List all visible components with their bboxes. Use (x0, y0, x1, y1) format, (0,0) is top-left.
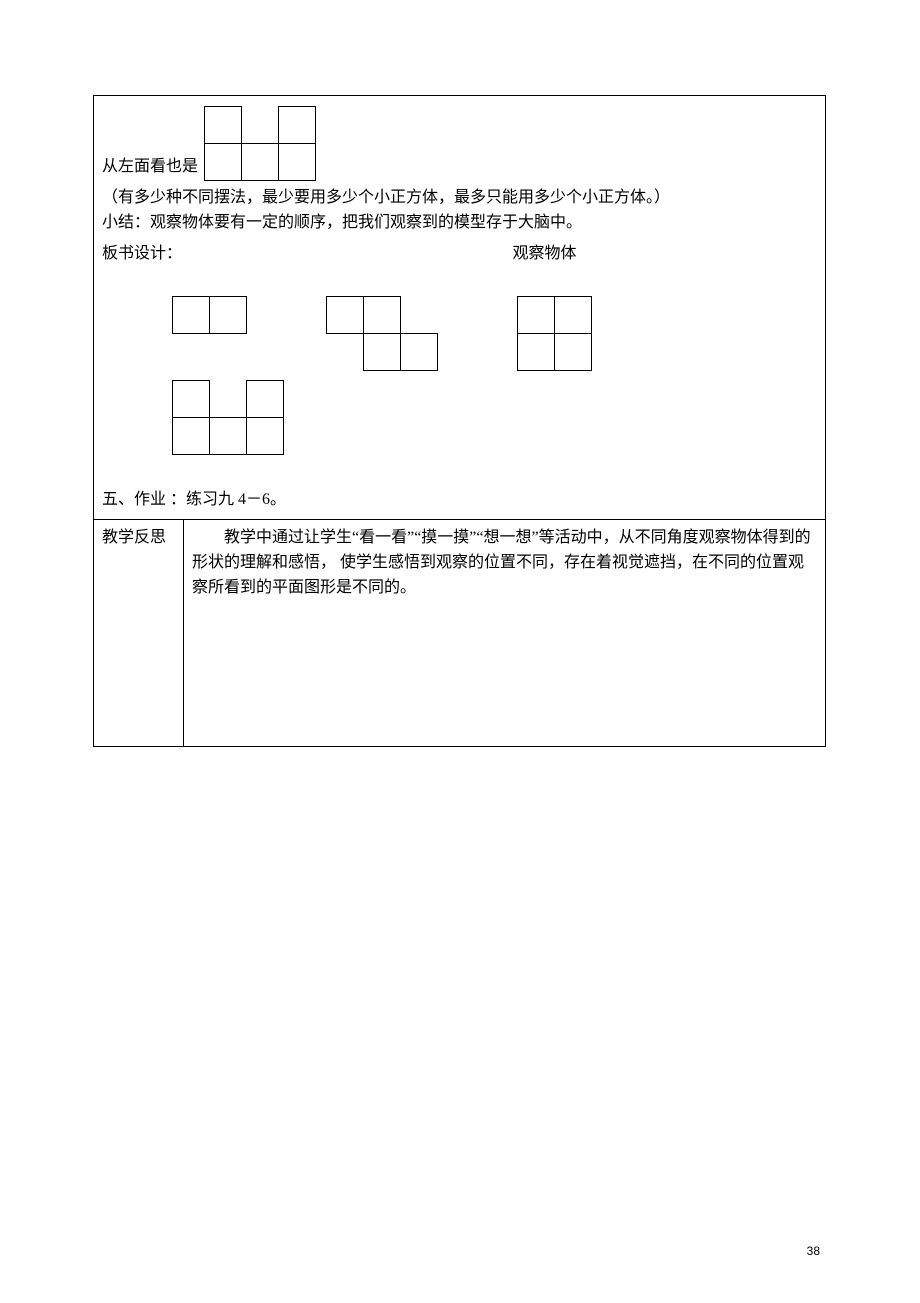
board-shape-2 (326, 296, 437, 370)
page-number: 38 (807, 1244, 820, 1258)
paren-line: （有多少种不同摆法，最少要用多少个小正方体，最多只能用多少个小正方体。） (102, 186, 817, 211)
reflection-body: 教学中通过让学生“看一看”“摸一摸”“想一想”等活动中，从不同角度观察物体得到的… (192, 526, 817, 600)
intro-label: 从左面看也是 (102, 155, 198, 180)
content-cell: 从左面看也是 （有多少种不同摆法，最少要用多少个小正方体，最多只能用多少个小正方… (94, 96, 826, 520)
reflection-label: 教学反思 (102, 529, 166, 546)
summary-line: 小结：观察物体要有一定的顺序，把我们观察到的模型存于大脑中。 (102, 211, 817, 236)
reflection-label-cell: 教学反思 (94, 519, 184, 746)
board-title: 观察物体 (182, 242, 817, 267)
board-title-row: 板书设计： 观察物体 (102, 242, 817, 267)
intro-shape (204, 106, 315, 180)
board-shape-3 (517, 296, 591, 370)
board-shape-4 (172, 380, 283, 454)
homework-line: 五、作业 ：练习九 4－6。 (102, 488, 817, 513)
reflection-spacer (192, 600, 817, 740)
board-shapes-row-1 (172, 296, 817, 370)
board-shape-1 (172, 296, 246, 333)
lesson-table: 从左面看也是 （有多少种不同摆法，最少要用多少个小正方体，最多只能用多少个小正方… (93, 95, 826, 747)
intro-row: 从左面看也是 (102, 106, 817, 180)
board-label: 板书设计： (102, 242, 182, 267)
reflection-body-cell: 教学中通过让学生“看一看”“摸一摸”“想一想”等活动中，从不同角度观察物体得到的… (184, 519, 826, 746)
board-shapes-row-2 (172, 380, 817, 464)
